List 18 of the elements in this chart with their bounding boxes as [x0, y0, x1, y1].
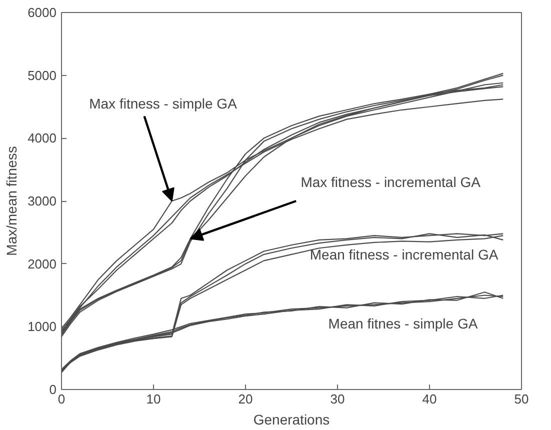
y-tick-label: 0: [49, 382, 57, 397]
y-tick-label: 2000: [28, 256, 56, 272]
annotation: Mean fitnes - simple GA: [328, 316, 478, 332]
x-axis-title: Generations: [253, 412, 330, 428]
annotation: Max fitness - incremental GA: [300, 174, 482, 190]
x-tick-label: 40: [422, 392, 437, 406]
x-tick-label: 20: [238, 392, 253, 406]
y-tick-label: 4000: [28, 130, 56, 146]
x-tick-label: 50: [514, 392, 529, 406]
annotation: Max fitness - simple GA: [89, 96, 238, 112]
y-tick-label: 1000: [28, 319, 56, 334]
x-tick-label: 10: [146, 392, 161, 406]
x-tick-label: 30: [330, 392, 345, 406]
annotation: Mean fitness - incremental GA: [310, 246, 499, 262]
y-tick-label: 6000: [28, 5, 56, 20]
y-axis-title: Max/mean fitness: [4, 146, 20, 256]
y-tick-label: 3000: [28, 194, 56, 208]
y-tick-label: 5000: [28, 68, 56, 83]
